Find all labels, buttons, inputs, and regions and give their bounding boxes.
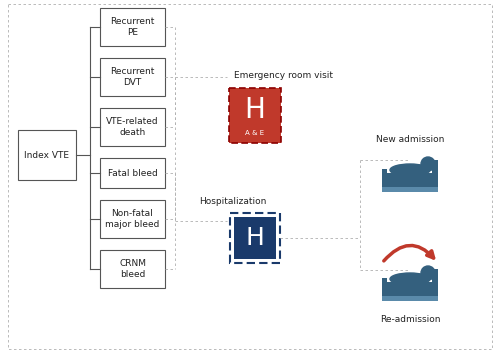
Bar: [382, 278, 387, 296]
Bar: [18, 130, 76, 180]
Text: Fatal bleed: Fatal bleed: [108, 168, 158, 178]
Bar: [382, 173, 438, 187]
Bar: [432, 269, 438, 291]
Text: A & E: A & E: [246, 130, 264, 136]
Bar: [100, 200, 165, 238]
Circle shape: [421, 266, 435, 280]
Bar: [382, 282, 438, 296]
Text: Index VTE: Index VTE: [24, 150, 70, 160]
Text: Non-fatal
major bleed: Non-fatal major bleed: [106, 209, 160, 229]
Ellipse shape: [390, 164, 430, 176]
Bar: [382, 296, 438, 301]
Text: H: H: [246, 226, 264, 250]
Text: Recurrent
PE: Recurrent PE: [110, 17, 154, 37]
Bar: [382, 187, 438, 192]
Bar: [100, 108, 165, 146]
Bar: [234, 217, 276, 259]
Text: Re-admission: Re-admission: [380, 316, 440, 324]
Bar: [100, 58, 165, 96]
Text: Hospitalization: Hospitalization: [200, 197, 266, 205]
Text: H: H: [244, 96, 266, 124]
Bar: [100, 8, 165, 46]
Text: Emergency room visit: Emergency room visit: [234, 72, 332, 80]
Bar: [229, 88, 281, 143]
FancyArrowPatch shape: [384, 245, 434, 261]
Bar: [382, 169, 387, 187]
Bar: [100, 250, 165, 288]
Bar: [100, 158, 165, 188]
Text: VTE-related
death: VTE-related death: [106, 117, 159, 137]
Bar: [432, 160, 438, 182]
Text: Recurrent
DVT: Recurrent DVT: [110, 67, 154, 87]
Text: New admission: New admission: [376, 136, 444, 144]
Text: CRNM
bleed: CRNM bleed: [119, 259, 146, 279]
Circle shape: [421, 157, 435, 171]
Bar: [230, 213, 280, 263]
Ellipse shape: [390, 273, 430, 285]
